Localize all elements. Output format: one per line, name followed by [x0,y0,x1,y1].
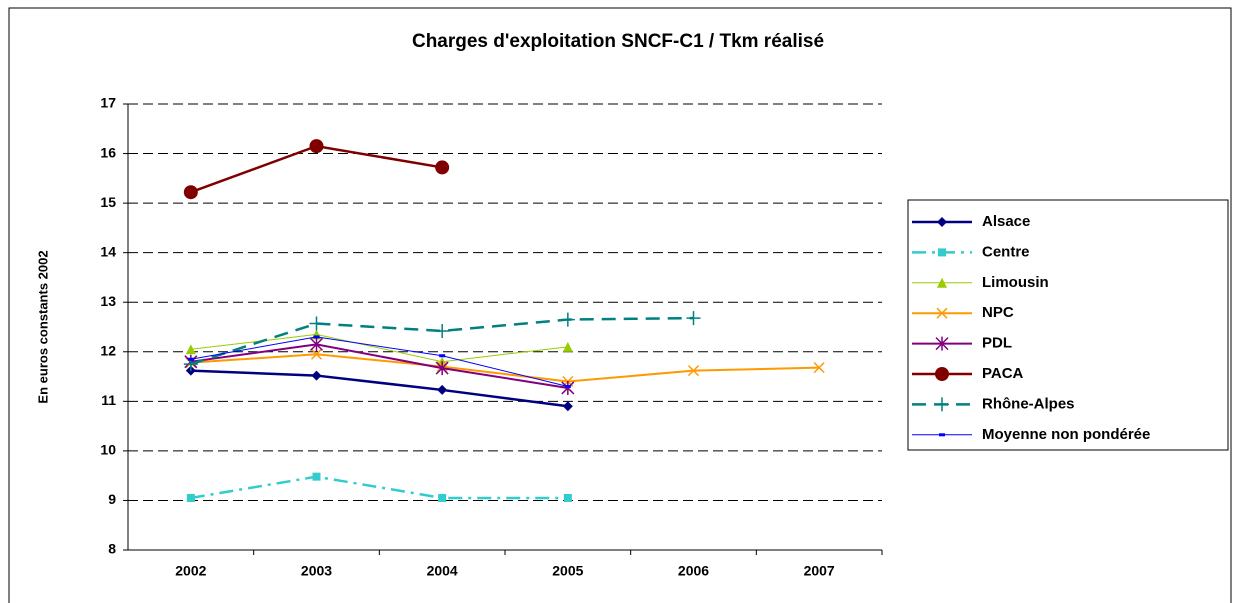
marker [437,384,448,395]
y-tick-label: 12 [100,342,116,358]
legend-label: Rhône-Alpes [982,395,1075,412]
marker [186,493,195,502]
marker [686,311,701,326]
legend-marker [935,367,949,381]
y-tick-label: 14 [100,243,116,259]
legend-box [907,199,1229,451]
y-tick-label: 8 [108,541,116,557]
legend-marker [936,307,948,319]
marker [435,361,449,376]
legend-label: Limousin [982,274,1049,291]
x-tick-label: 2007 [804,563,835,579]
y-tick-label: 16 [100,144,116,160]
x-tick-label: 2006 [678,563,709,579]
series-line [190,316,694,366]
legend-marker [938,248,946,257]
y-tick-label: 11 [101,392,116,408]
marker [562,341,573,352]
marker [435,323,450,338]
legend-label: Moyenne non pondérée [982,426,1150,443]
marker [813,362,825,374]
marker [311,370,322,381]
series-line [190,475,568,500]
legend-label: NPC [982,304,1014,321]
marker [312,472,321,481]
series-line [190,336,568,387]
legend-label: PACA [982,365,1024,382]
marker [187,357,194,361]
legend-label: Centre [982,243,1030,260]
marker [563,493,572,502]
y-axis-label: En euros constants 2002 [35,250,50,403]
marker [564,384,571,388]
y-tick-label: 9 [108,491,116,507]
marker [309,316,324,331]
x-tick-label: 2005 [552,563,583,579]
x-tick-label: 2002 [175,563,206,579]
legend-marker [937,277,947,288]
marker [439,354,446,358]
marker [687,365,700,377]
series-line [190,369,568,408]
marker [560,312,575,327]
legend-label: Alsace [982,213,1030,230]
y-tick-label: 13 [100,293,116,309]
legend-marker [937,217,947,227]
y-tick-label: 17 [100,95,116,111]
series-line [190,353,820,383]
legend-marker [939,433,945,437]
y-tick-label: 10 [100,442,116,458]
marker [309,337,324,352]
marker [438,493,447,502]
marker [310,348,323,360]
y-tick-label: 15 [100,194,116,210]
x-tick-label: 2003 [301,563,332,579]
legend-label: PDL [982,335,1012,352]
marker [562,401,573,412]
marker [313,335,320,339]
legend-marker [935,397,949,412]
series-line [190,333,568,363]
x-tick-label: 2004 [427,563,458,579]
marker [185,344,196,355]
marker [435,160,450,175]
chart-title: Charges d'exploitation SNCF-C1 / Tkm réa… [412,31,824,52]
legend-marker [935,336,949,351]
marker [183,185,198,200]
marker [309,139,324,154]
series-line [190,343,568,389]
